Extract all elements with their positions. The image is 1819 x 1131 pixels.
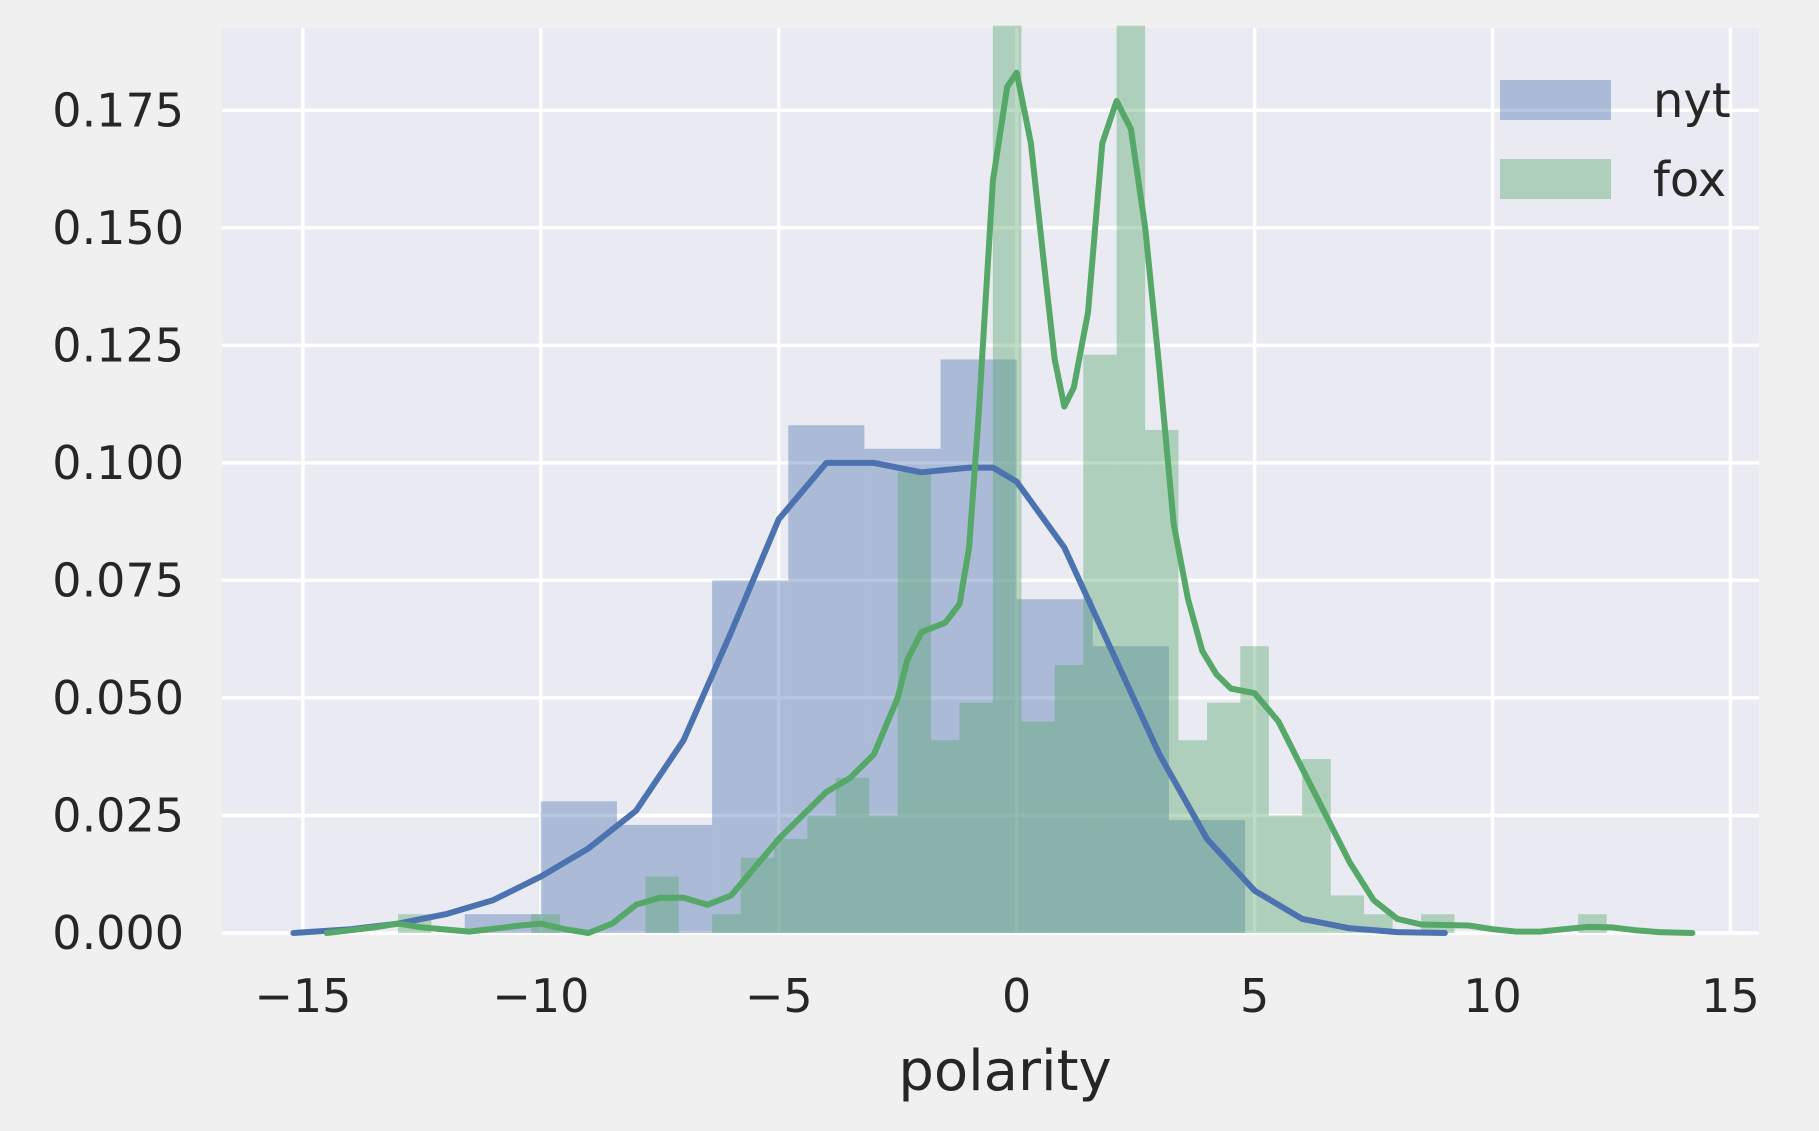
legend-swatch-nyt	[1500, 80, 1611, 120]
histogram-bar-nyt	[788, 425, 865, 933]
y-tick-label: 0.025	[52, 788, 184, 842]
x-tick-label: 0	[1002, 969, 1031, 1023]
legend: nyt fox	[1500, 73, 1731, 208]
histogram-bar-fox	[1116, 25, 1146, 933]
x-tick-label: 15	[1701, 969, 1760, 1023]
histogram-bar-fox	[1302, 759, 1331, 933]
histogram-bar-fox	[1207, 702, 1241, 933]
y-tick-label: 0.150	[52, 201, 184, 255]
histogram-bar-fox	[931, 740, 960, 933]
y-tick-label: 0.000	[52, 906, 184, 960]
histogram-bar-nyt	[616, 824, 713, 933]
x-tick-label: 10	[1463, 969, 1522, 1023]
y-tick-label: 0.100	[52, 436, 184, 490]
histogram-bar-fox	[712, 914, 741, 933]
x-tick-label: −5	[745, 969, 813, 1023]
histogram-bar-fox	[807, 815, 836, 933]
histogram-bar-fox	[773, 838, 808, 933]
legend-label-nyt: nyt	[1653, 73, 1731, 129]
histogram-bar-fox	[1054, 665, 1084, 933]
x-tick-label: −15	[254, 969, 351, 1023]
histogram-bar-fox	[959, 702, 993, 933]
histogram-bar-fox	[897, 472, 932, 933]
y-tick-label: 0.075	[52, 553, 184, 607]
x-tick-labels: −15 −10 −5 0 5 10 15	[254, 969, 1759, 1023]
histogram-bar-fox	[740, 857, 774, 933]
kde-curves	[290, 69, 1696, 936]
histogram-bars	[398, 25, 1607, 934]
y-tick-label: 0.125	[52, 318, 184, 372]
y-tick-labels: 0.000 0.025 0.050 0.075 0.100 0.125 0.150 0.175	[52, 83, 184, 960]
x-axis-label: polarity	[898, 1039, 1111, 1104]
legend-swatch-fox	[1500, 159, 1611, 199]
histogram-bar-fox	[835, 777, 870, 933]
histogram-bar-nyt	[1016, 599, 1093, 933]
x-tick-label: −10	[492, 969, 589, 1023]
kde-line-fox	[323, 69, 1696, 936]
kde-line-nyt	[290, 459, 1448, 936]
histogram-bar-fox	[1021, 721, 1055, 933]
histogram-bar-fox	[869, 815, 898, 933]
legend-label-fox: fox	[1653, 152, 1726, 208]
x-tick-label: 5	[1240, 969, 1269, 1023]
y-tick-label: 0.175	[52, 83, 184, 137]
histogram-bar-fox	[645, 876, 679, 933]
y-tick-label: 0.050	[52, 671, 184, 725]
